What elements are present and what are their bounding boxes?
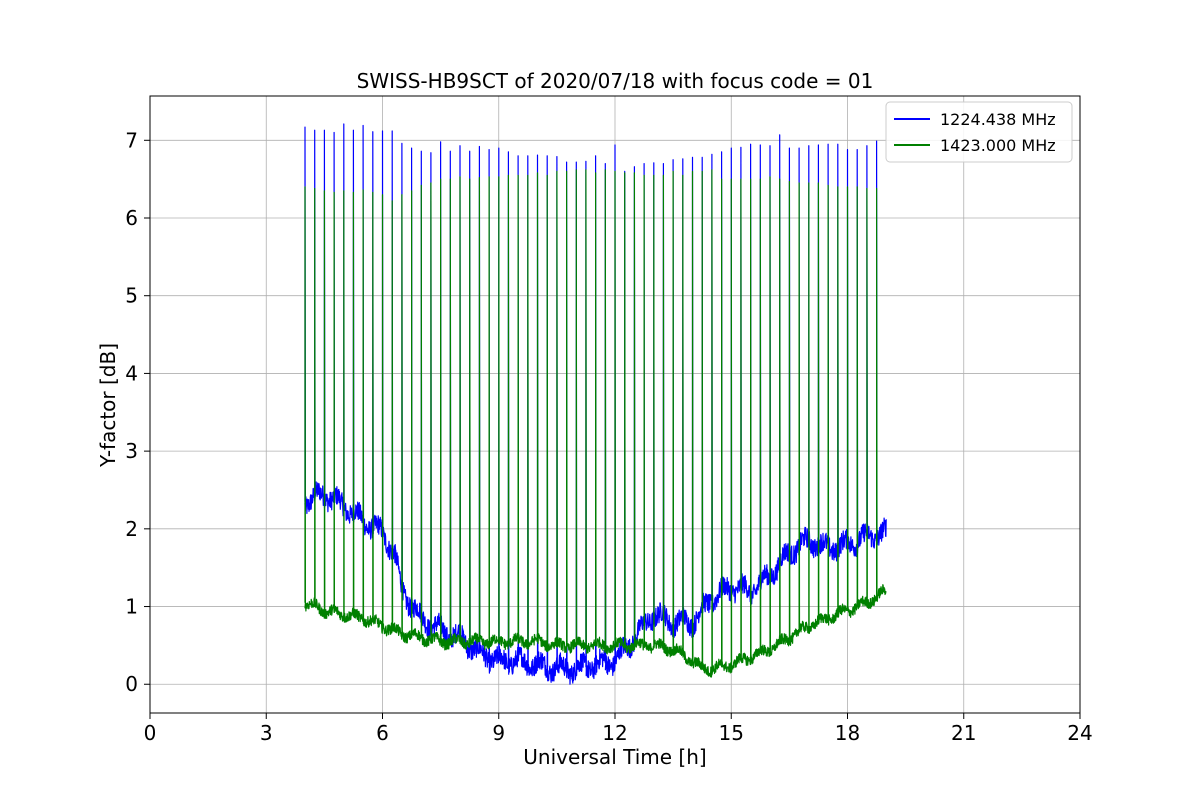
- x-axis-label: Universal Time [h]: [523, 745, 706, 769]
- y-tick-label: 7: [125, 128, 138, 152]
- y-tick-label: 3: [125, 439, 138, 463]
- x-axis: 0 3 6 9 12 15 18 21 24: [144, 713, 1093, 745]
- x-tick-label: 21: [951, 721, 976, 745]
- y-tick-label: 4: [125, 361, 138, 385]
- x-tick-label: 18: [835, 721, 860, 745]
- legend-box: [885, 101, 1073, 163]
- x-tick-label: 3: [260, 721, 273, 745]
- y-tick-label: 1: [125, 595, 138, 619]
- x-tick-label: 0: [144, 721, 157, 745]
- y-axis: 0 1 2 3 4 5 6 7: [125, 128, 150, 696]
- chart-title: SWISS-HB9SCT of 2020/07/18 with focus co…: [357, 69, 874, 93]
- x-tick-label: 24: [1067, 721, 1092, 745]
- y-tick-label: 0: [125, 672, 138, 696]
- y-axis-label: Y-factor [dB]: [96, 343, 120, 468]
- x-tick-label: 15: [719, 721, 744, 745]
- plot-area: [304, 123, 887, 685]
- legend-label-series-1: 1224.438 MHz: [940, 110, 1056, 129]
- x-tick-label: 9: [492, 721, 505, 745]
- legend-label-series-2: 1423.000 MHz: [940, 136, 1056, 155]
- y-tick-label: 2: [125, 517, 138, 541]
- y-tick-label: 6: [125, 206, 138, 230]
- y-tick-label: 5: [125, 284, 138, 308]
- x-tick-label: 12: [602, 721, 627, 745]
- series-line-2: [304, 169, 887, 678]
- legend: 1224.438 MHz 1423.000 MHz: [885, 101, 1073, 163]
- x-tick-label: 6: [376, 721, 389, 745]
